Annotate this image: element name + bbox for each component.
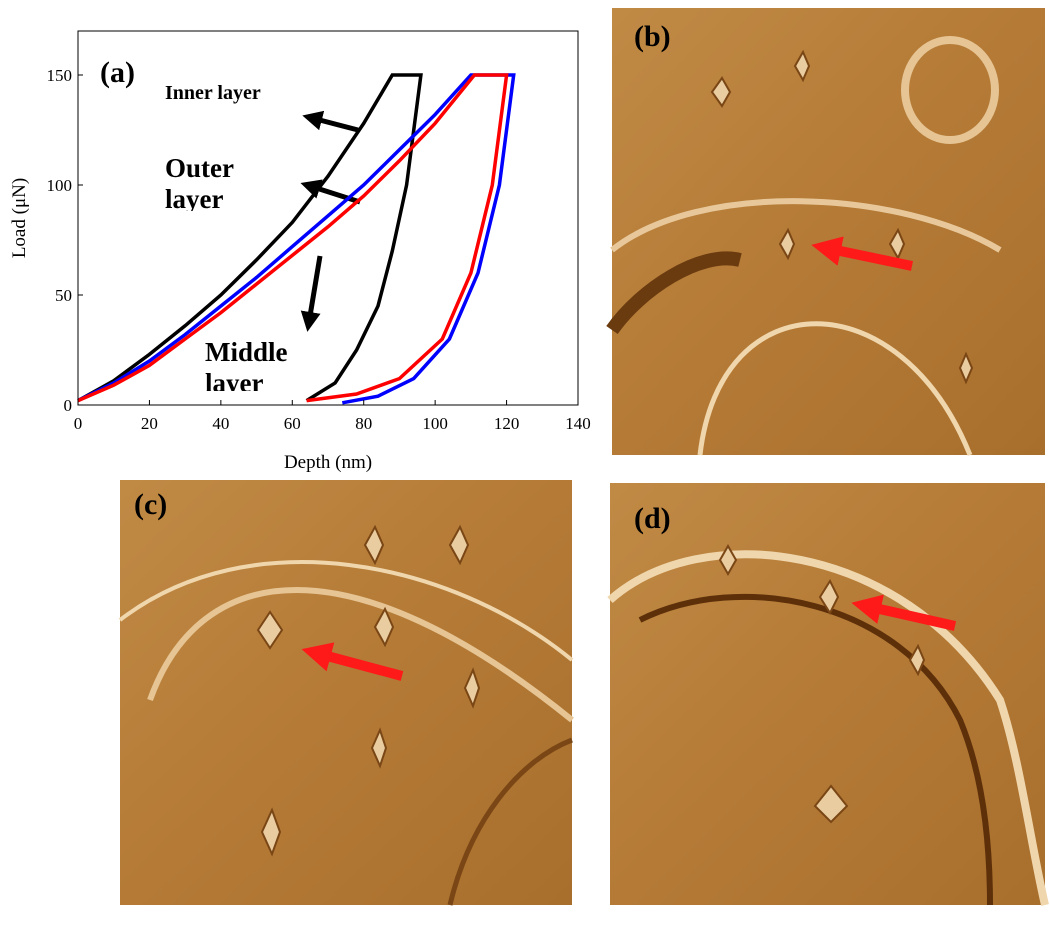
x-tick-label: 80 (355, 414, 372, 433)
data-line (77, 73, 423, 403)
y-axis-label: Load (μN) (9, 178, 30, 258)
x-tick-label: 100 (422, 414, 448, 433)
x-tick-label: 120 (494, 414, 520, 433)
x-axis-label: Depth (nm) (284, 452, 372, 473)
afm-image-b (606, 8, 1045, 456)
data-line (77, 73, 516, 405)
x-tick-label: 20 (141, 414, 158, 433)
y-tick-label: 0 (64, 396, 73, 415)
panel-label: (b) (634, 20, 671, 53)
panel-label: (d) (634, 502, 671, 535)
annotation: Inner layer (165, 82, 261, 104)
afm-image-c (118, 480, 574, 906)
annotation: Outer layer (165, 153, 234, 211)
panel-label: (a) (100, 56, 135, 89)
y-tick-label: 50 (55, 286, 72, 305)
plot-frame (77, 30, 579, 406)
data-line (77, 73, 509, 403)
x-tick-label: 0 (74, 414, 83, 433)
y-tick-label: 100 (47, 176, 73, 195)
panel-label: (c) (134, 488, 168, 521)
x-tick-label: 40 (212, 414, 229, 433)
x-tick-label: 140 (565, 414, 591, 433)
afm-image-d (607, 483, 1049, 906)
annotation: Middle layer (205, 337, 288, 391)
x-tick-label: 60 (284, 414, 301, 433)
y-tick-label: 150 (47, 66, 73, 85)
